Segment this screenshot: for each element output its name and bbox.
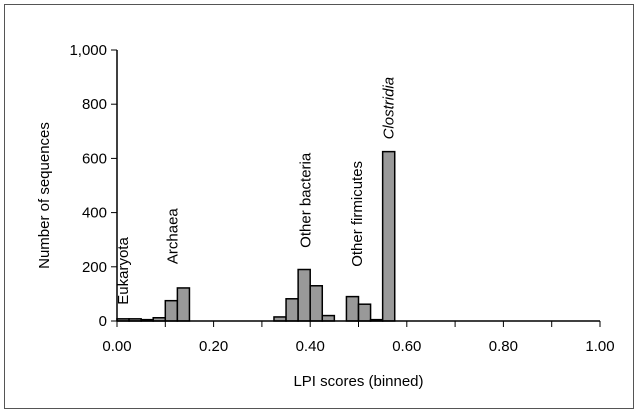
y-tick-label-1: 200 <box>82 259 107 276</box>
chart-frame: 0.00 0.20 0.40 0.60 0.80 1.00 0 200 400 600 800 1,… <box>4 4 634 409</box>
x-tick-label-4: 0.80 <box>489 338 518 355</box>
y-tick-label-3: 600 <box>82 150 107 167</box>
chart: 0.00 0.20 0.40 0.60 0.80 1.00 0 200 400 600 800 1,… <box>36 42 615 390</box>
bar-12 <box>357 303 372 322</box>
y-tick-label-2: 400 <box>82 205 107 222</box>
bar-7 <box>285 298 299 322</box>
bar-10 <box>321 314 336 322</box>
annotation-0: Eukaryota <box>115 237 132 305</box>
bar-5 <box>176 287 191 322</box>
x-tick-label-2: 0.40 <box>296 338 325 355</box>
bar-9 <box>309 285 324 322</box>
y-tick-label-4: 800 <box>82 96 107 113</box>
annotation-3: Other firmicutes <box>349 161 366 267</box>
annotation-1: Archaea <box>165 208 182 265</box>
x-ticks-group: 0.00 0.20 0.40 0.60 0.80 1.00 <box>102 321 615 355</box>
y-tick-label-5: 1,000 <box>69 42 107 59</box>
x-tick-label-1: 0.20 <box>199 338 228 355</box>
bar-11 <box>345 295 360 322</box>
bar-4 <box>164 299 179 322</box>
annotations-group: Eukaryota Archaea Other bacteria Other firm… <box>115 77 398 305</box>
x-tick-label-3: 0.60 <box>392 338 421 355</box>
annotation-2: Other bacteria <box>297 152 314 248</box>
y-ticks-group: 0 200 400 600 800 1,000 <box>69 42 117 330</box>
x-tick-label-0: 0.00 <box>102 338 131 355</box>
bar-8 <box>297 268 311 322</box>
bar-14 <box>381 150 396 322</box>
x-tick-label-5: 1.00 <box>585 338 614 355</box>
x-axis-title: LPI scores (binned) <box>293 373 423 390</box>
annotation-4: Clostridia <box>380 77 397 140</box>
y-tick-label-0: 0 <box>99 313 107 330</box>
y-axis-title: Number of sequences <box>36 122 53 269</box>
